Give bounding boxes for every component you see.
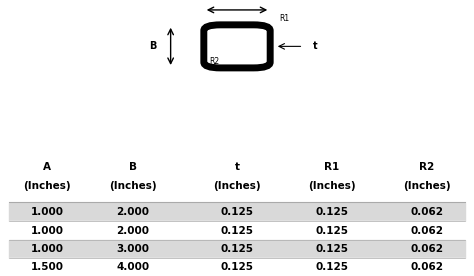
Text: A: A (44, 162, 51, 172)
Text: 1.000: 1.000 (31, 207, 64, 217)
Text: 0.062: 0.062 (410, 244, 443, 254)
Text: 2.000: 2.000 (116, 207, 149, 217)
FancyBboxPatch shape (204, 25, 270, 68)
Text: R2: R2 (210, 57, 219, 66)
Text: R2: R2 (419, 162, 434, 172)
Text: t: t (235, 162, 239, 172)
Text: 4.000: 4.000 (116, 262, 149, 272)
Text: (Inches): (Inches) (109, 181, 156, 191)
Text: 1.000: 1.000 (31, 225, 64, 236)
Text: (Inches): (Inches) (213, 181, 261, 191)
Bar (9, 240, 465, 258)
Text: 1.000: 1.000 (31, 244, 64, 254)
Text: (Inches): (Inches) (308, 181, 356, 191)
Text: B: B (149, 41, 156, 51)
Bar (9, 203, 465, 221)
Text: R1: R1 (324, 162, 339, 172)
Text: 0.062: 0.062 (410, 207, 443, 217)
Text: B: B (129, 162, 137, 172)
Text: 0.125: 0.125 (315, 225, 348, 236)
Text: 0.062: 0.062 (410, 225, 443, 236)
Text: 0.125: 0.125 (220, 207, 254, 217)
Text: 2.000: 2.000 (116, 225, 149, 236)
Text: 0.125: 0.125 (315, 207, 348, 217)
Text: t: t (313, 41, 318, 51)
Text: 1.500: 1.500 (31, 262, 64, 272)
Text: 0.125: 0.125 (220, 244, 254, 254)
Text: 0.125: 0.125 (315, 262, 348, 272)
Text: 0.125: 0.125 (220, 262, 254, 272)
Text: A: A (233, 0, 241, 2)
Text: (Inches): (Inches) (24, 181, 71, 191)
Bar (9, 221, 465, 240)
Text: R1: R1 (280, 14, 290, 23)
Text: 0.125: 0.125 (315, 244, 348, 254)
Text: 0.125: 0.125 (220, 225, 254, 236)
Text: 3.000: 3.000 (116, 244, 149, 254)
Text: (Inches): (Inches) (403, 181, 450, 191)
Text: 0.062: 0.062 (410, 262, 443, 272)
Bar (9, 258, 465, 276)
